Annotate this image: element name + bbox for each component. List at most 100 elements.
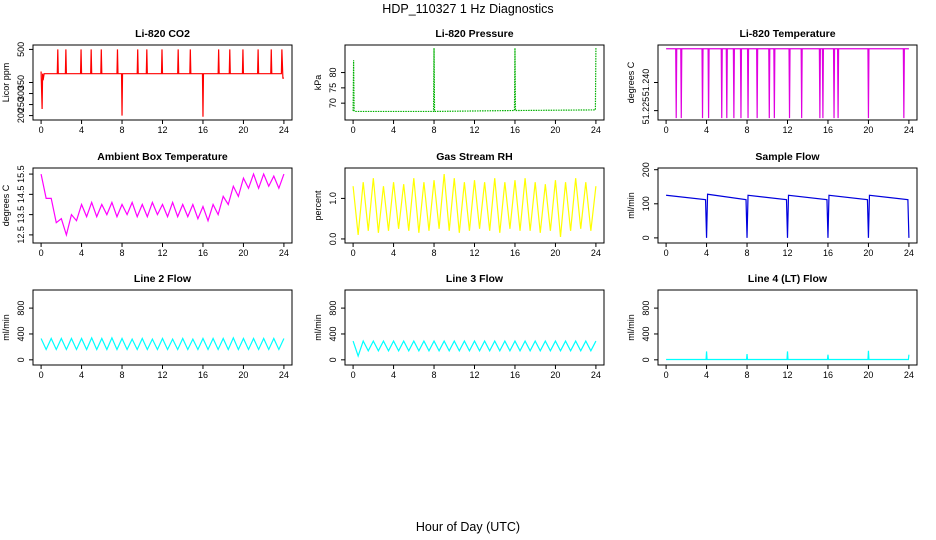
y-tick-label: 350 [16, 75, 26, 90]
y-tick-label: 400 [16, 326, 26, 341]
x-tick-label: 16 [198, 248, 208, 258]
x-tick-label: 0 [351, 125, 356, 135]
x-tick-label: 16 [823, 125, 833, 135]
plot-frame [657, 44, 918, 121]
x-tick-label: 8 [745, 370, 750, 380]
x-tick-label: 12 [782, 125, 792, 135]
panel-title: Line 3 Flow [446, 273, 504, 285]
y-tick-label: 75 [328, 83, 338, 93]
panel-title: Li-820 CO2 [135, 28, 190, 40]
y-tick-label: 400 [641, 326, 651, 341]
data-line [352, 339, 597, 358]
x-tick-label: 0 [39, 125, 44, 135]
y-axis-label: degrees C [626, 61, 636, 103]
x-tick-label: 4 [391, 370, 396, 380]
y-tick-label: 800 [641, 301, 651, 316]
y-tick-label: 12.5 [16, 226, 26, 244]
y-tick-label: 0 [641, 357, 651, 362]
y-tick-label: 80 [328, 68, 338, 78]
x-tick-label: 20 [550, 125, 560, 135]
x-tick-label: 12 [469, 370, 479, 380]
y-tick-label: 70 [328, 98, 338, 108]
x-tick-label: 0 [664, 370, 669, 380]
x-tick-label: 0 [39, 248, 44, 258]
data-line [666, 193, 910, 238]
x-tick-label: 4 [79, 125, 84, 135]
x-tick-label: 8 [120, 370, 125, 380]
y-tick-label: 14.5 [16, 186, 26, 204]
x-tick-label: 20 [863, 248, 873, 258]
panel-title: Sample Flow [755, 151, 820, 163]
y-axis-label: ml/min [626, 314, 636, 341]
y-axis-label: ml/min [313, 314, 323, 341]
panel-title: Li-820 Pressure [435, 28, 513, 40]
x-tick-label: 4 [79, 370, 84, 380]
plot-frame [32, 289, 293, 366]
x-tick-label: 4 [704, 125, 709, 135]
x-tick-label: 20 [863, 370, 873, 380]
x-tick-label: 20 [238, 125, 248, 135]
panel-title: Line 2 Flow [134, 273, 192, 285]
plot-frame [32, 167, 293, 244]
y-tick-label: 200 [16, 108, 26, 123]
data-line [40, 336, 285, 351]
x-tick-label: 24 [591, 248, 601, 258]
x-tick-label: 0 [664, 125, 669, 135]
x-tick-label: 0 [351, 370, 356, 380]
x-tick-label: 0 [39, 370, 44, 380]
x-tick-label: 24 [591, 370, 601, 380]
x-tick-label: 16 [510, 370, 520, 380]
x-tick-label: 20 [238, 248, 248, 258]
x-tick-label: 16 [198, 370, 208, 380]
y-tick-label: 100 [641, 196, 651, 211]
x-tick-label: 8 [120, 125, 125, 135]
x-tick-label: 8 [432, 125, 437, 135]
panel-title: Gas Stream RH [436, 151, 512, 163]
x-tick-label: 24 [904, 370, 914, 380]
x-tick-label: 4 [391, 248, 396, 258]
x-tick-label: 8 [120, 248, 125, 258]
page-title: HDP_110327 1 Hz Diagnostics [382, 2, 553, 16]
x-tick-label: 20 [550, 370, 560, 380]
y-axis-label: kPa [313, 75, 323, 91]
y-axis-label: degrees C [1, 184, 11, 226]
x-tick-label: 8 [745, 248, 750, 258]
data-line [352, 48, 597, 113]
y-tick-label: 51.225 [641, 97, 651, 125]
y-tick-label: 0 [641, 235, 651, 240]
x-tick-label: 12 [782, 248, 792, 258]
y-tick-label: 51.240 [641, 69, 651, 97]
x-tick-label: 24 [279, 248, 289, 258]
x-tick-label: 24 [591, 125, 601, 135]
x-tick-label: 20 [238, 370, 248, 380]
x-tick-label: 4 [79, 248, 84, 258]
y-tick-label: 13.5 [16, 206, 26, 224]
y-tick-label: 250 [16, 97, 26, 112]
data-line [352, 174, 597, 237]
x-tick-label: 0 [351, 248, 356, 258]
x-tick-label: 16 [823, 370, 833, 380]
y-tick-label: 800 [16, 301, 26, 316]
data-line [666, 350, 910, 361]
y-axis-label: ml/min [1, 314, 11, 341]
plot-frame [657, 289, 918, 366]
x-tick-label: 0 [664, 248, 669, 258]
x-tick-label: 20 [863, 125, 873, 135]
plot-frame [344, 44, 605, 121]
plot-frame [657, 167, 918, 244]
y-tick-label: 0.0 [328, 233, 338, 246]
panel-title: Li-820 Temperature [739, 28, 835, 40]
x-tick-label: 12 [157, 125, 167, 135]
x-axis-label: Hour of Day (UTC) [416, 520, 520, 534]
y-tick-label: 0 [16, 357, 26, 362]
x-tick-label: 4 [391, 125, 396, 135]
x-tick-label: 24 [904, 248, 914, 258]
y-tick-label: 500 [16, 42, 26, 57]
y-tick-label: 400 [328, 326, 338, 341]
plot-frame [32, 44, 293, 121]
y-tick-label: 0 [328, 357, 338, 362]
x-tick-label: 8 [432, 370, 437, 380]
data-line [40, 49, 284, 117]
plot-frame [344, 289, 605, 366]
